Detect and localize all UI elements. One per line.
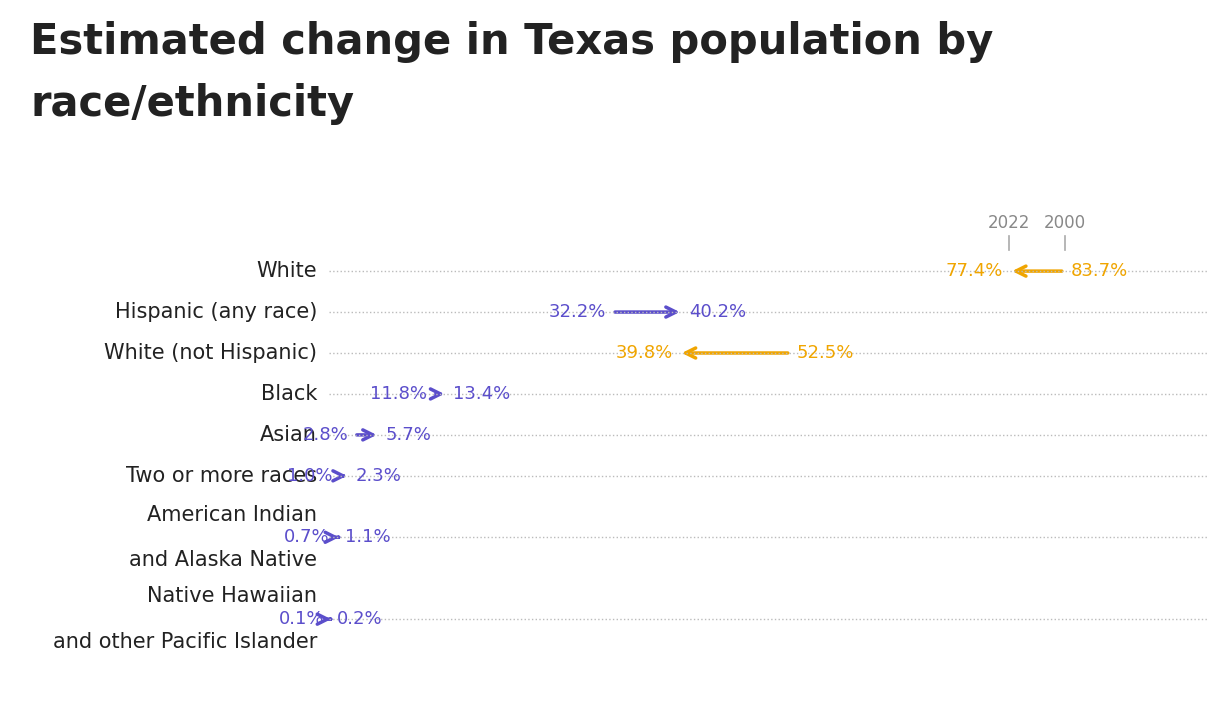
Text: Asian: Asian xyxy=(260,425,317,445)
Text: 1.1%: 1.1% xyxy=(345,528,390,546)
Text: 1.0%: 1.0% xyxy=(287,467,332,485)
Text: 0.7%: 0.7% xyxy=(284,528,329,546)
Text: 2022: 2022 xyxy=(988,215,1031,232)
Text: 5.7%: 5.7% xyxy=(386,426,432,444)
Text: 2.8%: 2.8% xyxy=(303,426,348,444)
Text: 0.1%: 0.1% xyxy=(278,610,325,628)
Text: 2.3%: 2.3% xyxy=(356,467,401,485)
Text: 39.8%: 39.8% xyxy=(616,344,673,362)
Text: White (not Hispanic): White (not Hispanic) xyxy=(104,343,317,363)
Text: Native Hawaiian: Native Hawaiian xyxy=(148,587,317,606)
Text: Hispanic (any race): Hispanic (any race) xyxy=(115,302,317,322)
Text: 11.8%: 11.8% xyxy=(370,385,427,403)
Text: 13.4%: 13.4% xyxy=(453,385,510,403)
Text: Estimated change in Texas population by: Estimated change in Texas population by xyxy=(30,21,994,63)
Text: 77.4%: 77.4% xyxy=(946,262,1003,280)
Text: 0.2%: 0.2% xyxy=(337,610,383,628)
Text: race/ethnicity: race/ethnicity xyxy=(30,83,355,125)
Text: 32.2%: 32.2% xyxy=(549,303,606,321)
Text: White: White xyxy=(256,261,317,281)
Text: and other Pacific Islander: and other Pacific Islander xyxy=(52,632,317,652)
Text: American Indian: American Indian xyxy=(148,505,317,525)
Text: 40.2%: 40.2% xyxy=(688,303,745,321)
Text: Two or more races: Two or more races xyxy=(126,466,317,486)
Text: 83.7%: 83.7% xyxy=(1071,262,1129,280)
Text: and Alaska Native: and Alaska Native xyxy=(129,550,317,570)
Text: 2000: 2000 xyxy=(1043,215,1086,232)
Text: 52.5%: 52.5% xyxy=(797,344,854,362)
Text: Black: Black xyxy=(261,384,317,404)
